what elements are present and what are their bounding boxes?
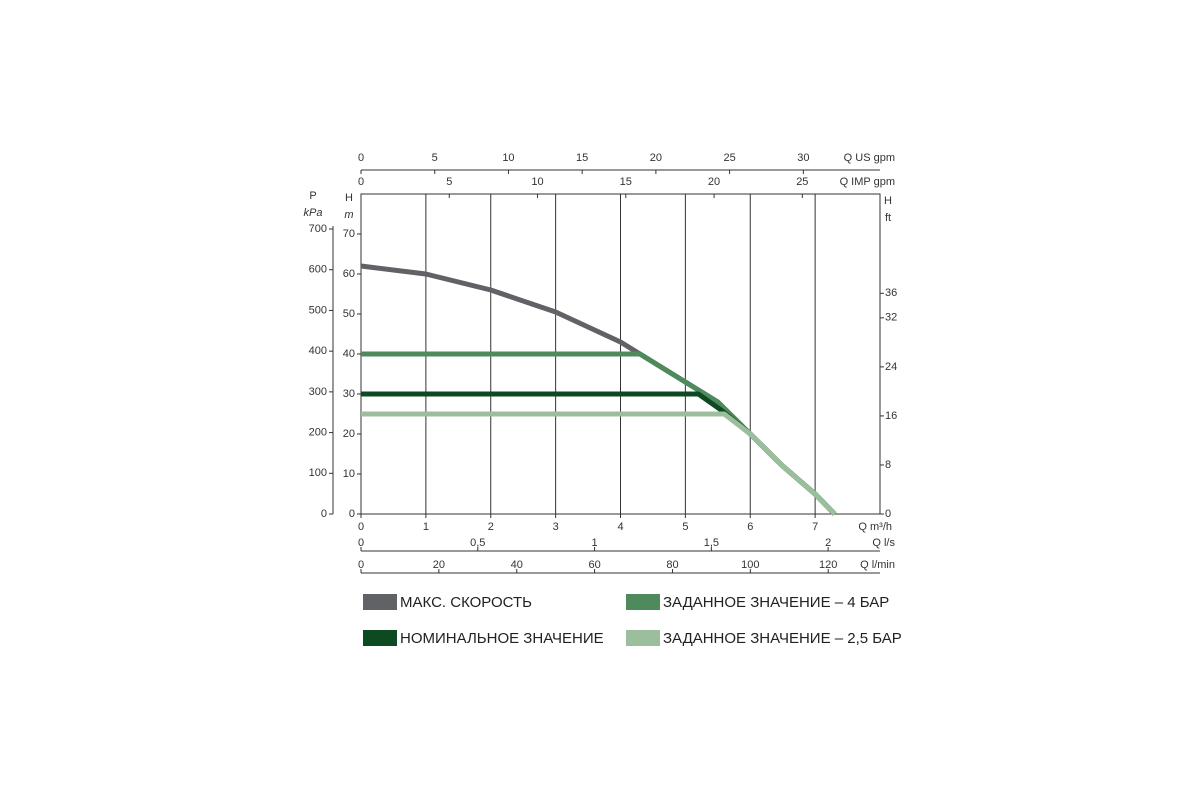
legend-label: НОМИНАЛЬНОЕ ЗНАЧЕНИЕ [400, 630, 604, 647]
x-tick-label: 10 [531, 176, 543, 188]
y-tick-label: 24 [885, 361, 897, 373]
x-axis-label: Q US gpm [844, 152, 895, 164]
x-tick-label: 4 [617, 521, 623, 533]
x-tick-label: 20 [650, 152, 662, 164]
x-tick-label: 120 [819, 559, 837, 571]
x-axis-label: Q l/s [872, 537, 895, 549]
x-tick-label: 0 [358, 559, 364, 571]
y-axis-label: H [345, 192, 353, 204]
x-tick-label: 3 [553, 521, 559, 533]
x-tick-label: 25 [723, 152, 735, 164]
y-tick-label: 0 [349, 508, 355, 520]
x-axis-label: Q m³/h [858, 521, 892, 533]
y-axis-unit: m [344, 209, 353, 221]
y-axis-unit: ft [885, 212, 891, 224]
y-tick-label: 60 [343, 268, 355, 280]
legend-swatch [626, 594, 660, 610]
x-tick-label: 2 [825, 537, 831, 549]
x-tick-label: 2 [488, 521, 494, 533]
x-tick-label: 0 [358, 152, 364, 164]
x-tick-label: 0 [358, 537, 364, 549]
y-tick-label: 500 [309, 304, 327, 316]
x-tick-label: 1,5 [704, 537, 719, 549]
y-axis-label: H [884, 195, 892, 207]
x-tick-label: 40 [511, 559, 523, 571]
x-tick-label: 1 [423, 521, 429, 533]
y-tick-label: 0 [885, 508, 891, 520]
x-tick-label: 15 [576, 152, 588, 164]
y-tick-label: 30 [343, 388, 355, 400]
x-tick-label: 0,5 [470, 537, 485, 549]
x-tick-label: 0 [358, 176, 364, 188]
y-tick-label: 8 [885, 459, 891, 471]
series-line [360, 263, 837, 516]
y-tick-label: 400 [309, 345, 327, 357]
x-tick-label: 100 [741, 559, 759, 571]
x-tick-label: 7 [812, 521, 818, 533]
legend-swatch [626, 630, 660, 646]
y-tick-label: 20 [343, 428, 355, 440]
x-tick-label: 30 [797, 152, 809, 164]
legend-swatch [363, 594, 397, 610]
y-tick-label: 10 [343, 468, 355, 480]
series-line [361, 351, 837, 516]
y-tick-label: 50 [343, 308, 355, 320]
x-tick-label: 6 [747, 521, 753, 533]
y-tick-label: 32 [885, 312, 897, 324]
legend-swatch [363, 630, 397, 646]
x-tick-label: 5 [446, 176, 452, 188]
legend-label: ЗАДАННОЕ ЗНАЧЕНИЕ – 4 БАР [663, 594, 889, 611]
y-tick-label: 600 [309, 264, 327, 276]
x-tick-label: 80 [666, 559, 678, 571]
x-axis-label: Q l/min [860, 559, 895, 571]
x-tick-label: 20 [433, 559, 445, 571]
y-tick-label: 40 [343, 348, 355, 360]
y-tick-label: 0 [321, 508, 327, 520]
x-axis-label: Q IMP gpm [840, 176, 895, 188]
x-tick-label: 20 [708, 176, 720, 188]
y-tick-label: 100 [309, 467, 327, 479]
y-tick-label: 36 [885, 287, 897, 299]
x-tick-label: 10 [502, 152, 514, 164]
y-axis-unit: kPa [304, 207, 323, 219]
x-tick-label: 25 [796, 176, 808, 188]
x-tick-label: 5 [432, 152, 438, 164]
y-tick-label: 700 [309, 223, 327, 235]
x-tick-label: 60 [588, 559, 600, 571]
y-axis-label: P [309, 190, 316, 202]
x-tick-label: 15 [620, 176, 632, 188]
x-tick-label: 5 [682, 521, 688, 533]
y-tick-label: 70 [343, 228, 355, 240]
x-tick-label: 1 [592, 537, 598, 549]
legend-label: ЗАДАННОЕ ЗНАЧЕНИЕ – 2,5 БАР [663, 630, 902, 647]
series-line [361, 411, 837, 516]
legend-label: МАКС. СКОРОСТЬ [400, 594, 532, 611]
y-tick-label: 300 [309, 386, 327, 398]
y-tick-label: 200 [309, 426, 327, 438]
x-tick-label: 0 [358, 521, 364, 533]
y-tick-label: 16 [885, 410, 897, 422]
